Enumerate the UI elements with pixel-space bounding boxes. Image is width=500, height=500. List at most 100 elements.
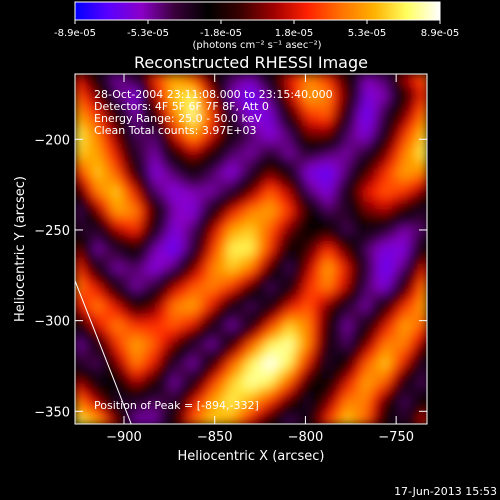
heatmap-cell — [299, 309, 307, 317]
heatmap-cell — [401, 347, 409, 355]
heatmap-cell — [222, 284, 230, 292]
heatmap-cell — [100, 207, 108, 215]
heatmap-cell — [190, 392, 198, 400]
heatmap-cell — [343, 144, 351, 152]
heatmap-cell — [158, 271, 166, 279]
heatmap-cell — [375, 271, 383, 279]
heatmap-cell — [215, 150, 223, 158]
heatmap-cell — [158, 315, 166, 323]
heatmap-cell — [126, 315, 134, 323]
heatmap-cell — [171, 226, 179, 234]
heatmap-cell — [177, 417, 185, 424]
heatmap-cell — [235, 150, 243, 158]
heatmap-cell — [139, 296, 147, 304]
heatmap-cell — [75, 398, 83, 406]
heatmap-cell — [228, 284, 236, 292]
heatmap-cell — [81, 239, 89, 247]
heatmap-cell — [183, 354, 191, 362]
heatmap-cell — [369, 150, 377, 158]
heatmap-cell — [113, 354, 121, 362]
heatmap-cell — [113, 264, 121, 273]
heatmap-cell — [209, 290, 217, 298]
heatmap-cell — [350, 373, 358, 381]
heatmap-cell — [369, 112, 377, 120]
heatmap-cell — [388, 264, 396, 273]
heatmap-cell — [215, 277, 223, 285]
heatmap-cell — [356, 124, 364, 133]
heatmap-cell — [382, 124, 390, 133]
heatmap-cell — [260, 144, 268, 152]
heatmap-cell — [375, 373, 383, 381]
heatmap-cell — [145, 233, 153, 241]
heatmap-cell — [369, 99, 377, 107]
heatmap-cell — [247, 169, 255, 177]
heatmap-cell — [177, 220, 185, 228]
heatmap-cell — [286, 131, 294, 139]
heatmap-cell — [171, 328, 179, 336]
heatmap-cell — [177, 124, 185, 133]
heatmap-cell — [382, 347, 390, 355]
heatmap-cell — [311, 303, 319, 311]
heatmap-cell — [222, 258, 230, 266]
heatmap-cell — [382, 303, 390, 311]
heatmap-cell — [158, 124, 166, 133]
heatmap-cell — [215, 99, 223, 107]
heatmap-cell — [267, 156, 275, 164]
heatmap-cell — [350, 417, 358, 424]
heatmap-cell — [369, 220, 377, 228]
heatmap-cell — [286, 105, 294, 113]
heatmap-cell — [337, 296, 345, 304]
heatmap-cell — [292, 220, 300, 228]
heatmap-cell — [235, 233, 243, 241]
heatmap-cell — [331, 220, 339, 228]
heatmap-cell — [273, 271, 281, 279]
heatmap-cell — [119, 169, 127, 177]
heatmap-cell — [311, 360, 319, 368]
heatmap-cell — [177, 188, 185, 196]
heatmap-cell — [203, 194, 211, 203]
heatmap-cell — [318, 112, 326, 120]
heatmap-cell — [286, 303, 294, 311]
heatmap-cell — [177, 398, 185, 406]
heatmap-cell — [324, 417, 332, 424]
heatmap-cell — [318, 303, 326, 311]
heatmap-cell — [254, 131, 262, 139]
heatmap-cell — [107, 105, 115, 113]
heatmap-cell — [273, 315, 281, 323]
heatmap-cell — [267, 207, 275, 215]
heatmap-cell — [350, 226, 358, 234]
heatmap-cell — [247, 411, 255, 419]
heatmap-cell — [407, 118, 415, 126]
heatmap-cell — [100, 341, 108, 349]
heatmap-cell — [375, 93, 383, 101]
heatmap-cell — [401, 354, 409, 362]
heatmap-cell — [299, 290, 307, 298]
heatmap-cell — [190, 239, 198, 247]
heatmap-cell — [273, 80, 281, 88]
colorbar-bar — [74, 1, 441, 21]
heatmap-cell — [247, 150, 255, 158]
heatmap-cell — [171, 277, 179, 285]
heatmap-cell — [107, 156, 115, 164]
heatmap-cell — [311, 150, 319, 158]
heatmap-cell — [420, 379, 427, 387]
heatmap-cell — [382, 264, 390, 273]
heatmap-cell — [94, 99, 102, 107]
heatmap-cell — [235, 201, 243, 209]
heatmap-cell — [299, 194, 307, 203]
heatmap-cell — [209, 284, 217, 292]
heatmap-cell — [318, 284, 326, 292]
heatmap-cell — [331, 182, 339, 190]
heatmap-cell — [420, 360, 427, 368]
heatmap-cell — [279, 214, 287, 222]
heatmap-cell — [273, 188, 281, 196]
heatmap-cell — [292, 315, 300, 323]
heatmap-cell — [151, 322, 159, 330]
heatmap-cell — [145, 271, 153, 279]
heatmap-cell — [311, 379, 319, 387]
heatmap-cell — [401, 392, 409, 400]
heatmap-cell — [177, 341, 185, 349]
heatmap-cell — [177, 112, 185, 120]
heatmap-cell — [228, 182, 236, 190]
heatmap-cell — [94, 392, 102, 400]
